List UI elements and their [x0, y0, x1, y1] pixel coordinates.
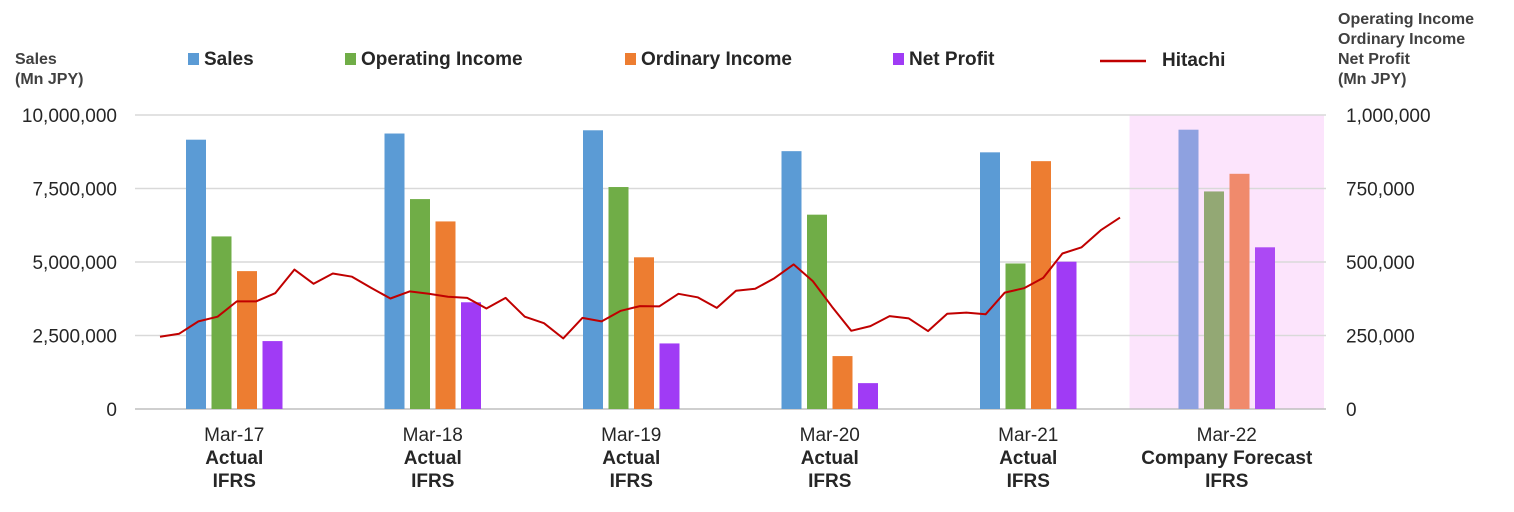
right-axis-title: (Mn JPY) — [1338, 71, 1406, 88]
bar-sales — [583, 130, 603, 409]
legend-swatch — [188, 53, 199, 65]
right-axis-title: Net Profit — [1338, 51, 1411, 68]
bar-sales — [384, 133, 405, 409]
category-labels: Mar-17ActualIFRSMar-18ActualIFRSMar-19Ac… — [204, 425, 1313, 492]
left-tick-label: 7,500,000 — [32, 180, 117, 201]
left-tick-label: 0 — [106, 400, 117, 421]
bar-sales — [980, 152, 1000, 409]
category-label: Mar-21 — [998, 425, 1058, 446]
bar-operating-income — [1005, 263, 1026, 409]
right-axis: 1,000,000 750,000 500,000 250,000 0 Operating… — [1338, 11, 1474, 421]
category-label: Mar-20 — [800, 425, 860, 446]
left-axis: 10,000,000 7,500,000 5,000,000 2,500,000 0 Sa… — [15, 51, 117, 421]
right-axis-title: Ordinary Income — [1338, 31, 1465, 48]
category-label: IFRS — [808, 471, 851, 492]
bar-net-profit — [1255, 247, 1275, 409]
bar-sales — [186, 139, 206, 410]
legend-label: Hitachi — [1162, 50, 1225, 71]
category-label: IFRS — [1205, 471, 1248, 492]
left-tick-label: 2,500,000 — [32, 327, 117, 348]
bar-operating-income — [807, 214, 827, 409]
legend-label: Ordinary Income — [641, 49, 792, 70]
right-axis-title: Operating Income — [1338, 11, 1474, 28]
category-label: IFRS — [610, 471, 653, 492]
category-label: IFRS — [213, 471, 256, 492]
bar-ordinary-income — [435, 221, 456, 409]
line-series — [159, 216, 1121, 340]
bar-operating-income — [410, 199, 430, 409]
bar-sales — [781, 151, 802, 410]
bar-ordinary-income — [237, 271, 257, 409]
bar-ordinary-income — [832, 356, 853, 409]
legend-label: Net Profit — [909, 49, 995, 70]
legend-label: Operating Income — [361, 49, 523, 70]
legend-label: Sales — [204, 49, 254, 70]
legend: Sales Operating Income Ordinary Income Net … — [188, 49, 1225, 71]
bar-net-profit — [1056, 261, 1077, 409]
bar-sales — [1178, 129, 1199, 409]
category-label: IFRS — [1007, 471, 1050, 492]
bar-net-profit — [858, 383, 878, 409]
legend-swatch — [625, 53, 636, 65]
right-tick-label: 0 — [1346, 400, 1357, 421]
category-label: Company Forecast — [1141, 448, 1313, 469]
bar-ordinary-income — [634, 257, 654, 409]
category-label: Actual — [801, 448, 859, 469]
category-label: Actual — [602, 448, 660, 469]
bar-operating-income — [211, 236, 232, 409]
left-axis-title: (Mn JPY) — [15, 71, 83, 88]
category-label: Actual — [404, 448, 462, 469]
category-label: IFRS — [411, 471, 454, 492]
category-label: Mar-17 — [204, 425, 264, 446]
left-axis-title: Sales — [15, 51, 57, 68]
left-tick-label: 10,000,000 — [22, 106, 117, 127]
line-hitachi — [159, 216, 1121, 340]
category-label: Mar-18 — [403, 425, 463, 446]
category-label: Mar-22 — [1197, 425, 1257, 446]
bar-net-profit — [461, 302, 481, 409]
right-tick-label: 250,000 — [1346, 327, 1415, 348]
bar-net-profit — [659, 343, 680, 409]
legend-swatch — [893, 53, 904, 65]
bar-ordinary-income — [1031, 161, 1051, 409]
right-tick-label: 1,000,000 — [1346, 106, 1431, 127]
bar-operating-income — [1204, 191, 1224, 409]
left-tick-label: 5,000,000 — [32, 253, 117, 274]
bars — [186, 129, 1275, 410]
right-tick-label: 500,000 — [1346, 253, 1415, 274]
category-label: Mar-19 — [601, 425, 661, 446]
gridlines — [135, 114, 1326, 410]
category-label: Actual — [999, 448, 1057, 469]
bar-net-profit — [262, 341, 283, 409]
bar-ordinary-income — [1229, 173, 1250, 409]
category-label: Actual — [205, 448, 263, 469]
right-tick-label: 750,000 — [1346, 180, 1415, 201]
bar-operating-income — [608, 187, 629, 409]
legend-swatch — [345, 53, 356, 65]
